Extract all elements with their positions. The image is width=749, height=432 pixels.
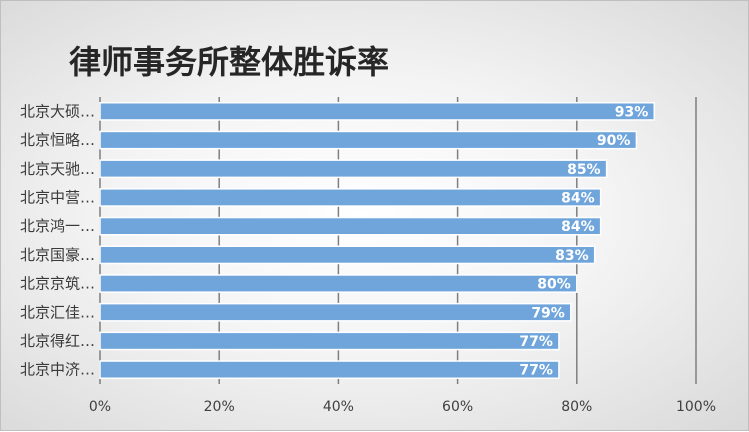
category-label: 北京中营… [20, 188, 95, 206]
data-label: 90% [597, 133, 631, 149]
data-labels: 93% 90% 85% 84% 84% 83% 80% 79% 77% 77% [519, 104, 648, 378]
bars [99, 101, 656, 380]
x-tick-label: 20% [204, 399, 235, 415]
data-label: 85% [567, 162, 601, 178]
x-axis-ticks: 0% 20% 40% 60% 80% 100% [89, 399, 716, 415]
data-label: 77% [519, 363, 553, 379]
category-label: 北京京筑… [20, 275, 95, 293]
bar [99, 159, 608, 179]
bar [99, 130, 638, 150]
bar [99, 360, 560, 380]
data-label: 79% [531, 305, 565, 321]
data-label: 77% [519, 334, 553, 350]
data-label: 83% [555, 248, 589, 264]
data-label: 93% [615, 104, 649, 120]
bar [99, 245, 596, 265]
category-label: 北京汇佳… [20, 303, 95, 321]
category-label: 北京得红… [20, 332, 95, 350]
category-label: 北京天驰… [20, 160, 95, 178]
x-tick-label: 0% [89, 399, 111, 415]
bar [99, 302, 572, 322]
x-tick-label: 80% [561, 399, 592, 415]
x-tick-label: 60% [442, 399, 473, 415]
bar [99, 188, 602, 207]
data-label: 84% [561, 190, 595, 206]
bar [99, 216, 602, 236]
bar [99, 101, 656, 121]
data-label: 84% [561, 219, 595, 235]
bar [99, 274, 578, 293]
x-tick-label: 100% [676, 399, 716, 415]
category-labels: 北京大硕… 北京恒略… 北京天驰… 北京中营… 北京鸿一… 北京国豪… 北京京筑… 北京汇佳…… [20, 102, 95, 378]
x-tick-label: 40% [323, 399, 354, 415]
category-label: 北京鸿一… [20, 217, 95, 235]
bar [99, 331, 560, 351]
category-label: 北京国豪… [20, 246, 95, 264]
category-label: 北京恒略… [20, 131, 95, 149]
data-label: 80% [537, 277, 571, 293]
category-label: 北京大硕… [20, 102, 95, 120]
chart-title: 律师事务所整体胜诉率 [69, 43, 389, 81]
category-label: 北京中济… [20, 361, 95, 379]
